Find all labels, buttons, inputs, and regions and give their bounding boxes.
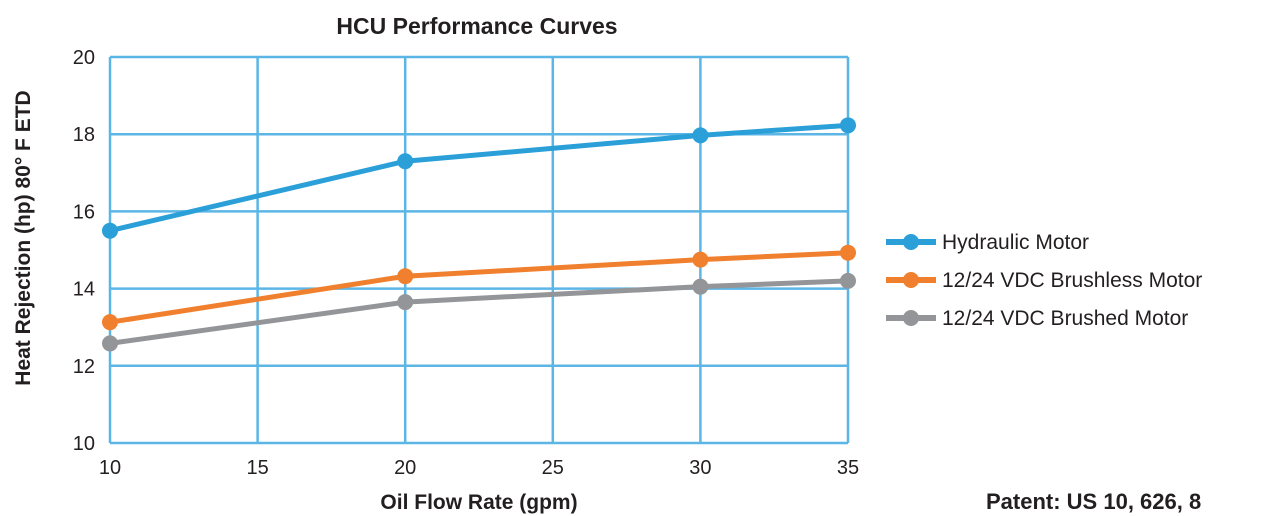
legend-swatch-marker-1 bbox=[903, 272, 919, 288]
y-tick-label-16: 16 bbox=[73, 201, 95, 223]
series-1 bbox=[102, 244, 856, 331]
patent-notice: Patent: US 10, 626, 8 bbox=[986, 489, 1201, 514]
chart-legend: Hydraulic Motor 12/24 VDC Brushless Motor… bbox=[886, 231, 1202, 330]
series-line-1 bbox=[109, 250, 849, 325]
series-2-point-1 bbox=[397, 294, 414, 311]
series-1-point-1 bbox=[397, 268, 414, 285]
legend-label-1: 12/24 VDC Brushless Motor bbox=[942, 269, 1202, 292]
y-tick-label-14: 14 bbox=[73, 279, 95, 301]
chart-series bbox=[102, 117, 856, 352]
x-tick-label-25: 25 bbox=[542, 457, 564, 479]
x-axis-label: Oil Flow Rate (gpm) bbox=[380, 491, 577, 514]
y-axis-ticks: 10 12 14 16 18 20 bbox=[73, 47, 95, 455]
series-line-0 bbox=[109, 122, 849, 234]
series-1-point-2 bbox=[692, 251, 709, 268]
legend-item-0: Hydraulic Motor bbox=[886, 231, 1089, 254]
legend-swatch-marker-0 bbox=[903, 234, 919, 250]
series-1-point-0 bbox=[102, 314, 118, 331]
series-0-point-1 bbox=[397, 153, 414, 170]
series-1-point-3 bbox=[840, 244, 856, 261]
legend-label-2: 12/24 VDC Brushed Motor bbox=[942, 307, 1188, 330]
series-0 bbox=[102, 117, 856, 239]
series-0-point-3 bbox=[840, 117, 856, 134]
x-axis-ticks: 10 15 20 25 30 35 bbox=[99, 457, 859, 479]
x-tick-label-10: 10 bbox=[99, 457, 121, 479]
x-tick-label-30: 30 bbox=[689, 457, 711, 479]
y-tick-label-20: 20 bbox=[73, 47, 95, 69]
chart-title: HCU Performance Curves bbox=[336, 13, 617, 39]
chart-grid bbox=[108, 55, 850, 445]
series-2-point-3 bbox=[840, 272, 856, 289]
y-tick-label-18: 18 bbox=[73, 124, 95, 146]
y-tick-label-12: 12 bbox=[73, 356, 95, 378]
series-0-point-2 bbox=[692, 127, 709, 144]
legend-item-2: 12/24 VDC Brushed Motor bbox=[886, 307, 1188, 330]
y-tick-label-10: 10 bbox=[73, 433, 95, 455]
x-tick-label-15: 15 bbox=[246, 457, 268, 479]
series-2-point-0 bbox=[102, 335, 118, 352]
y-axis-label: Heat Rejection (hp) 80° F ETD bbox=[12, 90, 35, 385]
series-2-point-2 bbox=[692, 278, 709, 295]
legend-swatch-marker-2 bbox=[903, 310, 919, 326]
x-tick-label-35: 35 bbox=[837, 457, 859, 479]
series-0-point-0 bbox=[102, 222, 118, 239]
series-line-2 bbox=[109, 278, 849, 346]
series-2 bbox=[102, 272, 856, 352]
legend-item-1: 12/24 VDC Brushless Motor bbox=[886, 269, 1202, 292]
x-tick-label-20: 20 bbox=[394, 457, 416, 479]
legend-label-0: Hydraulic Motor bbox=[942, 231, 1089, 254]
